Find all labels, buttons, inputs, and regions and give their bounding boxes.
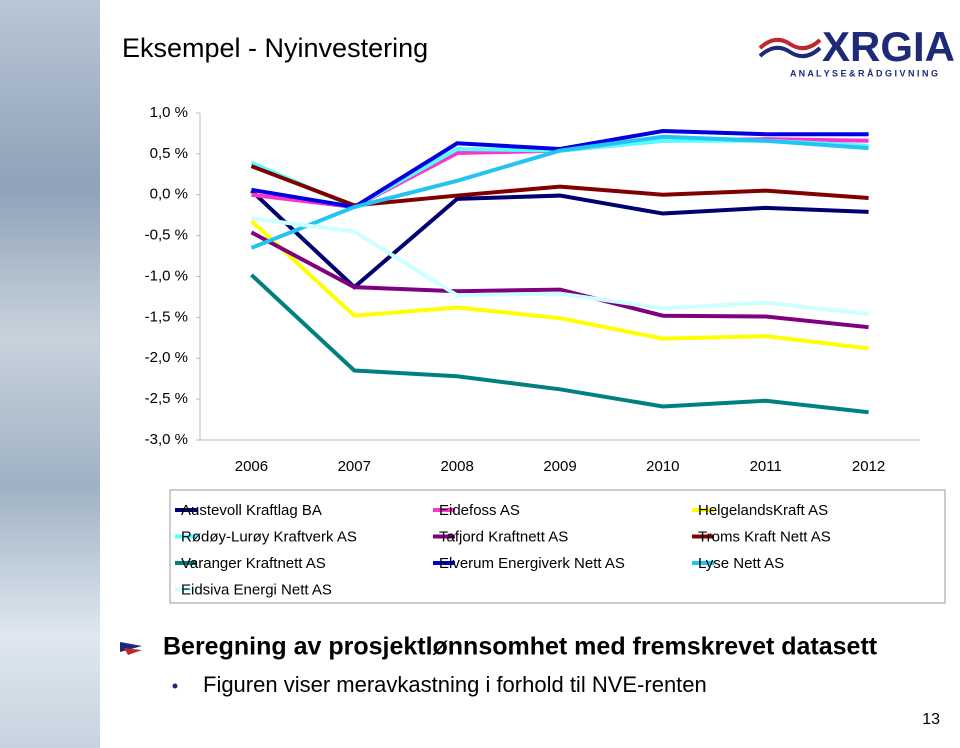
- y-tick-label: 1,0 %: [150, 104, 188, 121]
- heading: Beregning av prosjektlønnsomhet med frem…: [163, 633, 878, 661]
- x-tick-label: 2007: [338, 458, 371, 475]
- bullet-text: Figuren viser meravkastning i forhold ti…: [203, 672, 707, 697]
- x-tick-label: 2010: [646, 458, 679, 475]
- series-line: [251, 216, 869, 317]
- y-tick-label: 0,5 %: [150, 145, 188, 162]
- x-tick-label: 2009: [543, 458, 576, 475]
- logo-wave: [758, 37, 822, 51]
- y-tick-label: -1,5 %: [145, 308, 188, 325]
- logo-subtitle: A N A L Y S E & R Å D G I V N I N G: [790, 68, 938, 78]
- legend-label: HelgelandsKraft AS: [698, 502, 828, 519]
- legend-label: Varanger Kraftnett AS: [181, 555, 326, 572]
- legend-label: Lyse Nett AS: [698, 555, 784, 572]
- series-line: [250, 219, 869, 351]
- logo-text: XRGIA: [822, 23, 955, 70]
- legend-label: Austevoll Kraftlag BA: [181, 502, 322, 519]
- background-photo: [0, 0, 100, 748]
- x-tick-label: 2011: [750, 458, 782, 475]
- y-tick-label: -2,5 %: [145, 390, 188, 407]
- x-tick-label: 2012: [852, 458, 885, 475]
- logo-wave: [758, 45, 822, 59]
- legend-label: Tafjord Kraftnett AS: [439, 528, 568, 545]
- x-tick-label: 2008: [440, 458, 473, 475]
- y-tick-label: -1,0 %: [145, 267, 188, 284]
- logo: XRGIA A N A L Y S E & R Å D G I V N I N …: [758, 23, 955, 78]
- icon: [124, 648, 142, 655]
- x-tick-label: 2006: [235, 458, 268, 475]
- series-line: [250, 134, 869, 250]
- y-tick-label: -2,0 %: [145, 349, 188, 366]
- y-tick-label: -0,5 %: [145, 227, 188, 244]
- legend-label: Eidsiva Energi Nett AS: [181, 581, 332, 598]
- bullet-icon: [120, 642, 142, 655]
- y-tick-label: 0,0 %: [150, 186, 188, 203]
- legend-label: Eidefoss AS: [439, 502, 520, 519]
- legend-label: Troms Kraft Nett AS: [698, 528, 831, 545]
- slide-title: Eksempel - Nyinvestering: [122, 33, 428, 63]
- legend-label: Elverum Energiverk Nett AS: [439, 555, 625, 572]
- bullet-dot: [172, 683, 178, 689]
- legend-box: [169, 489, 946, 604]
- page-number: 13: [922, 711, 940, 728]
- series-line: [250, 273, 869, 415]
- legend-label: Rødøy-Lurøy Kraftverk AS: [181, 528, 357, 545]
- y-tick-label: -3,0 %: [145, 431, 188, 448]
- series-line: [250, 164, 869, 208]
- series-line: [250, 230, 869, 330]
